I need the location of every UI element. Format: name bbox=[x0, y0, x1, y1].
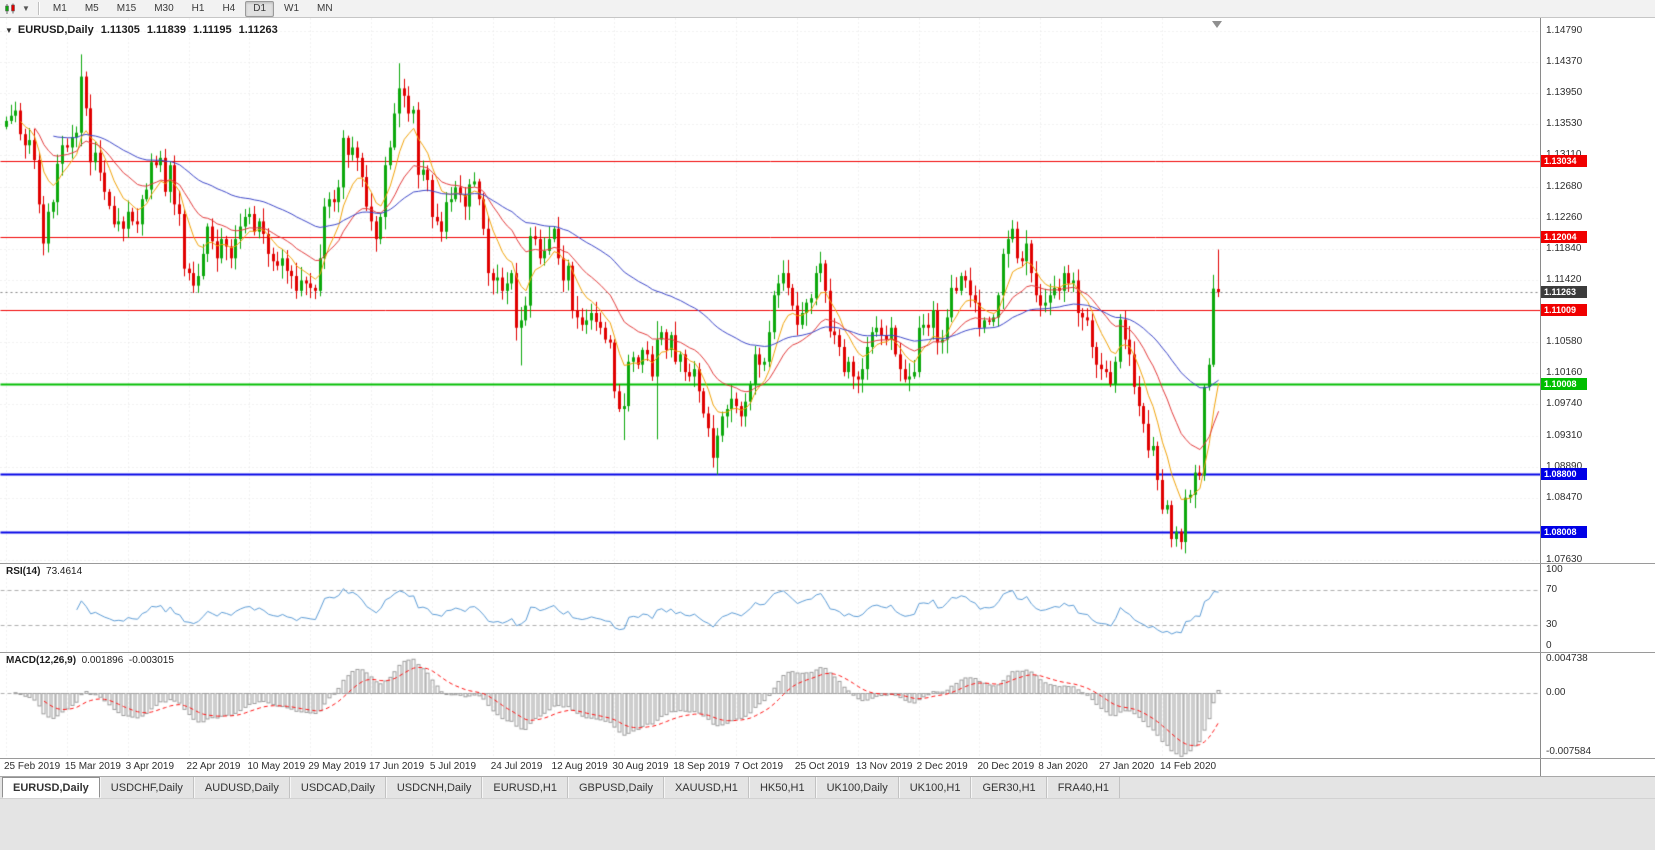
date-axis-label: 30 Aug 2019 bbox=[612, 761, 669, 772]
date-axis-label: 20 Dec 2019 bbox=[977, 761, 1035, 772]
macd-axis-label: 0.00 bbox=[1546, 687, 1566, 699]
date-axis-label: 8 Jan 2020 bbox=[1038, 761, 1088, 772]
chart-tab-AUDUSD-Daily[interactable]: AUDUSD,Daily bbox=[193, 777, 290, 798]
timeframe-button-M1[interactable]: M1 bbox=[52, 2, 67, 14]
rsi-axis-label: 0 bbox=[1546, 640, 1552, 651]
chart-symbol-label: EURUSD,Daily bbox=[17, 24, 94, 36]
chart-tab-UK100-H1[interactable]: UK100,H1 bbox=[898, 777, 972, 798]
candlestick-chart-icon[interactable] bbox=[4, 3, 19, 15]
macd-value: 0.001896 bbox=[81, 655, 124, 666]
hline-price-badge: 1.11009 bbox=[1541, 304, 1587, 317]
timeframe-button-H1[interactable]: H1 bbox=[191, 2, 205, 14]
chart-tab-UK100-Daily[interactable]: UK100,Daily bbox=[815, 777, 899, 798]
chart-tab-EURUSD-Daily[interactable]: EURUSD,Daily bbox=[2, 777, 100, 798]
date-axis-label: 5 Jul 2019 bbox=[429, 761, 477, 772]
price-axis-label: 1.14370 bbox=[1546, 56, 1583, 68]
date-axis-label: 25 Feb 2019 bbox=[4, 761, 61, 772]
price-axis-label: 1.10580 bbox=[1546, 336, 1583, 348]
chart-window: ▼ EURUSD,Daily 1.11305 1.11839 1.11195 1… bbox=[0, 18, 1655, 776]
macd-pane-label: MACD(12,26,9) 0.001896 -0.003015 bbox=[6, 655, 174, 666]
ohlc-close: 1.11263 bbox=[238, 24, 278, 36]
chart-tab-GBPUSD-Daily[interactable]: GBPUSD,Daily bbox=[568, 777, 664, 798]
current-price-badge: 1.11263 bbox=[1541, 285, 1587, 298]
date-axis-label: 13 Nov 2019 bbox=[855, 761, 913, 772]
ohlc-low: 1.11195 bbox=[193, 24, 232, 36]
date-axis-label: 25 Oct 2019 bbox=[794, 761, 850, 772]
price-axis-label: 1.13530 bbox=[1546, 118, 1583, 130]
date-axis-label: 7 Oct 2019 bbox=[734, 761, 783, 772]
chevron-down-icon[interactable]: ▼ bbox=[22, 4, 30, 13]
chart-tab-USDCHF-Daily[interactable]: USDCHF,Daily bbox=[99, 777, 194, 798]
rsi-pane-label: RSI(14) 73.4614 bbox=[6, 566, 82, 577]
date-axis-label: 22 Apr 2019 bbox=[186, 761, 241, 772]
price-axis-border bbox=[1540, 18, 1541, 776]
rsi-axis-label: 100 bbox=[1546, 564, 1563, 575]
rsi-axis-label: 30 bbox=[1546, 619, 1558, 631]
price-axis-label: 1.07630 bbox=[1546, 554, 1583, 565]
timeframe-button-M5[interactable]: M5 bbox=[84, 2, 99, 14]
price-axis-label: 1.09740 bbox=[1546, 398, 1583, 410]
timeframe-button-M15[interactable]: M15 bbox=[116, 2, 137, 14]
rsi-value: 73.4614 bbox=[46, 566, 83, 577]
macd-axis-label: -0.007584 bbox=[1546, 746, 1592, 757]
price-axis-label: 1.14790 bbox=[1546, 25, 1583, 36]
macd-signal-value: -0.003015 bbox=[128, 655, 174, 666]
toolbar-separator bbox=[37, 2, 39, 15]
price-axis-label: 1.11840 bbox=[1546, 242, 1582, 254]
price-axis-label: 1.10160 bbox=[1546, 367, 1583, 379]
date-axis-label: 15 Mar 2019 bbox=[64, 761, 121, 772]
ohlc-high: 1.11839 bbox=[146, 24, 187, 36]
price-axis-label: 1.12680 bbox=[1546, 180, 1583, 192]
hline-price-badge: 1.08800 bbox=[1541, 467, 1587, 480]
timeframe-button-MN[interactable]: MN bbox=[317, 2, 333, 14]
rsi-axis-label: 70 bbox=[1546, 583, 1558, 595]
chart-title: ▼ EURUSD,Daily 1.11305 1.11839 1.11195 1… bbox=[5, 24, 278, 36]
chart-tabs-bar: EURUSD,Daily USDCHF,Daily AUDUSD,Daily USDC… bbox=[0, 776, 1655, 798]
price-axis-label: 1.13110 bbox=[1546, 149, 1581, 160]
chart-tab-USDCNH-Daily[interactable]: USDCNH,Daily bbox=[385, 777, 483, 798]
price-axis-label: 1.12260 bbox=[1546, 211, 1583, 223]
chart-canvas[interactable] bbox=[0, 18, 1540, 758]
date-axis-label: 14 Feb 2020 bbox=[1159, 761, 1217, 772]
price-axis-label: 1.11420 bbox=[1546, 273, 1582, 285]
hline-price-badge: 1.08008 bbox=[1541, 526, 1587, 539]
rsi-name: RSI(14) bbox=[6, 566, 41, 577]
chart-tab-FRA40-H1[interactable]: FRA40,H1 bbox=[1046, 777, 1121, 798]
chart-tab-XAUUSD-H1[interactable]: XAUUSD,H1 bbox=[663, 777, 749, 798]
price-axis-label: 1.08470 bbox=[1546, 491, 1583, 503]
pane-separator-macd[interactable] bbox=[0, 652, 1655, 653]
hline-price-badge: 1.10008 bbox=[1541, 378, 1587, 391]
price-axis-label: 1.13950 bbox=[1546, 87, 1583, 99]
date-axis-label: 17 Jun 2019 bbox=[369, 761, 425, 772]
timeframe-button-H4[interactable]: H4 bbox=[222, 2, 236, 14]
macd-axis-label: 0.004738 bbox=[1546, 653, 1588, 664]
hline-price-badge: 1.12004 bbox=[1541, 230, 1587, 243]
timeframes-toolbar: ▼ M1 M5 M15 M30 H1 H4 D1 W1 MN bbox=[0, 0, 1655, 18]
price-axis-label: 1.08890 bbox=[1546, 460, 1583, 472]
chart-tab-EURUSD-H1[interactable]: EURUSD,H1 bbox=[482, 777, 568, 798]
date-axis-label: 24 Jul 2019 bbox=[490, 761, 543, 772]
status-area bbox=[0, 798, 1655, 850]
chart-tab-HK50-H1[interactable]: HK50,H1 bbox=[748, 777, 816, 798]
one-click-trading-toggle[interactable]: ▼ bbox=[5, 25, 13, 35]
date-axis-label: 10 May 2019 bbox=[247, 761, 306, 772]
ohlc-open: 1.11305 bbox=[100, 24, 140, 36]
chart-tab-USDCAD-Daily[interactable]: USDCAD,Daily bbox=[289, 777, 386, 798]
date-axis-label: 3 Apr 2019 bbox=[125, 761, 175, 772]
pane-separator-rsi[interactable] bbox=[0, 563, 1655, 564]
timeframe-button-D1[interactable]: D1 bbox=[245, 0, 275, 17]
price-axis-label: 1.09310 bbox=[1546, 429, 1583, 441]
macd-name: MACD(12,26,9) bbox=[6, 655, 77, 666]
pane-separator-dates bbox=[0, 758, 1655, 759]
timeframe-button-W1[interactable]: W1 bbox=[284, 2, 300, 14]
date-axis-label: 12 Aug 2019 bbox=[551, 761, 608, 772]
date-axis-label: 29 May 2019 bbox=[308, 761, 367, 772]
chart-tab-GER30-H1[interactable]: GER30,H1 bbox=[971, 777, 1047, 798]
date-axis-label: 27 Jan 2020 bbox=[1099, 761, 1155, 772]
chart-shift-marker[interactable] bbox=[1212, 21, 1222, 28]
date-axis-label: 18 Sep 2019 bbox=[673, 761, 730, 772]
timeframe-button-M30[interactable]: M30 bbox=[154, 2, 174, 14]
date-axis-label: 2 Dec 2019 bbox=[916, 761, 968, 772]
hline-price-badge: 1.13034 bbox=[1541, 154, 1587, 167]
